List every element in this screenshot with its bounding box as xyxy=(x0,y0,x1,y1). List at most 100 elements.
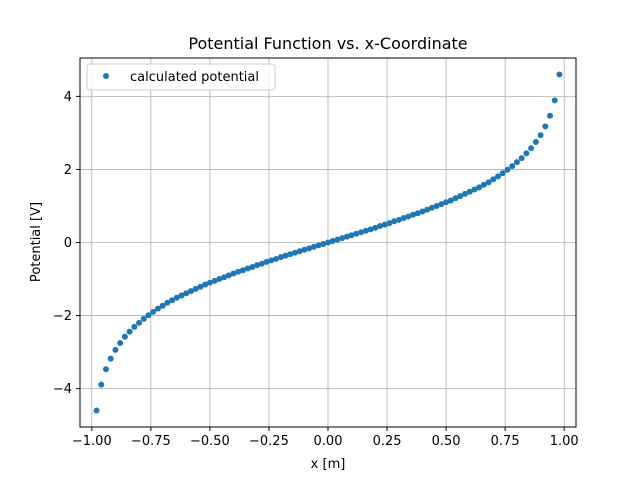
data-point xyxy=(178,292,185,299)
x-tick-label: 0.00 xyxy=(314,434,343,449)
data-point xyxy=(414,210,421,217)
data-point xyxy=(528,145,535,152)
data-point xyxy=(202,281,209,288)
legend-marker xyxy=(103,73,109,79)
data-point xyxy=(480,181,487,188)
y-tick-label: 4 xyxy=(64,90,72,105)
data-point xyxy=(230,270,237,277)
data-point xyxy=(334,236,341,243)
data-point xyxy=(485,179,492,186)
data-point xyxy=(306,245,313,252)
data-point xyxy=(400,215,407,222)
data-point xyxy=(495,173,502,180)
legend-label: calculated potential xyxy=(130,70,259,85)
data-point xyxy=(169,297,176,304)
data-point xyxy=(523,150,530,157)
x-tick-label: 0.50 xyxy=(432,434,461,449)
data-point xyxy=(206,279,213,286)
data-point xyxy=(509,163,516,170)
legend: calculated potential xyxy=(86,63,276,91)
data-point xyxy=(376,223,383,230)
data-point xyxy=(395,216,402,223)
data-point xyxy=(154,305,161,312)
data-point xyxy=(547,112,554,119)
data-point xyxy=(325,239,331,246)
data-point xyxy=(159,302,166,309)
y-tick-label: 0 xyxy=(64,236,72,251)
data-point xyxy=(343,233,350,240)
data-point xyxy=(131,323,138,330)
data-point xyxy=(258,260,265,267)
data-point xyxy=(438,201,445,208)
legend-box xyxy=(86,63,276,91)
data-point xyxy=(315,242,322,249)
data-point xyxy=(556,71,563,78)
data-point xyxy=(372,224,379,231)
data-point xyxy=(386,220,393,227)
x-tick-label: −0.25 xyxy=(249,434,289,449)
x-axis-label: x [m] xyxy=(311,457,346,472)
data-point xyxy=(225,272,232,279)
data-point xyxy=(339,235,346,242)
data-point xyxy=(443,199,450,206)
data-point xyxy=(301,246,308,253)
data-point xyxy=(476,184,483,191)
data-point xyxy=(532,139,539,146)
data-point xyxy=(192,285,199,292)
data-point xyxy=(287,251,294,258)
data-point xyxy=(102,366,109,373)
data-point xyxy=(513,159,520,166)
data-point xyxy=(117,339,124,346)
data-point xyxy=(136,319,143,326)
data-point xyxy=(239,267,246,274)
data-point xyxy=(273,255,280,262)
x-tick-label: −0.50 xyxy=(190,434,230,449)
data-point xyxy=(249,263,256,270)
data-point xyxy=(461,190,468,197)
data-point xyxy=(518,155,525,162)
data-point xyxy=(353,230,360,237)
y-tick-label: 2 xyxy=(64,163,72,178)
data-point xyxy=(537,132,544,139)
data-point xyxy=(93,407,100,414)
data-point xyxy=(367,226,374,233)
x-tick-label: 0.25 xyxy=(373,434,402,449)
x-tick-label: 1.00 xyxy=(550,434,579,449)
data-point xyxy=(499,170,506,177)
data-point xyxy=(112,346,119,353)
data-point xyxy=(140,315,147,322)
data-points xyxy=(93,71,563,414)
data-point xyxy=(235,268,242,275)
data-point xyxy=(197,283,204,290)
data-point xyxy=(348,232,355,239)
data-point xyxy=(164,299,171,306)
data-point xyxy=(358,229,365,236)
data-point xyxy=(362,227,369,234)
data-point xyxy=(466,188,473,195)
y-tick-label: −4 xyxy=(53,382,72,397)
data-point xyxy=(126,328,133,335)
data-point xyxy=(504,166,511,173)
data-point xyxy=(216,276,223,283)
y-axis-ticks: −4 −2 0 2 4 xyxy=(53,90,80,397)
data-point xyxy=(419,208,426,215)
data-point xyxy=(107,355,114,362)
y-tick-label: −2 xyxy=(53,309,72,324)
data-point xyxy=(121,333,128,340)
x-tick-label: 0.75 xyxy=(491,434,520,449)
data-point xyxy=(282,252,289,259)
data-point xyxy=(391,218,398,225)
data-point xyxy=(254,262,261,269)
data-point xyxy=(221,274,228,281)
data-point xyxy=(490,176,497,183)
data-point xyxy=(211,277,218,284)
data-point xyxy=(542,123,549,130)
data-point xyxy=(428,204,435,211)
data-point xyxy=(173,294,180,301)
data-point xyxy=(183,290,190,297)
data-point xyxy=(263,258,270,265)
y-axis-label: Potential [V] xyxy=(29,202,44,282)
data-point xyxy=(329,238,336,245)
data-point xyxy=(296,248,303,255)
